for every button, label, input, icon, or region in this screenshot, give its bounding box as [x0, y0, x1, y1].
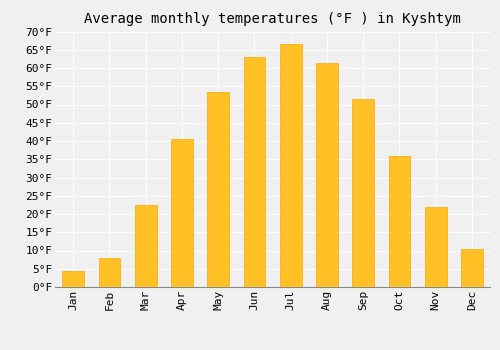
Bar [98, 258, 120, 287]
Bar [244, 57, 265, 287]
Bar [171, 139, 193, 287]
Bar [62, 271, 84, 287]
Bar [280, 44, 301, 287]
Bar [388, 156, 410, 287]
Bar [352, 99, 374, 287]
Bar [425, 207, 446, 287]
Bar [316, 63, 338, 287]
Title: Average monthly temperatures (°F ) in Kyshtym: Average monthly temperatures (°F ) in Ky… [84, 12, 461, 26]
Bar [135, 205, 156, 287]
Bar [461, 248, 483, 287]
Bar [208, 92, 229, 287]
